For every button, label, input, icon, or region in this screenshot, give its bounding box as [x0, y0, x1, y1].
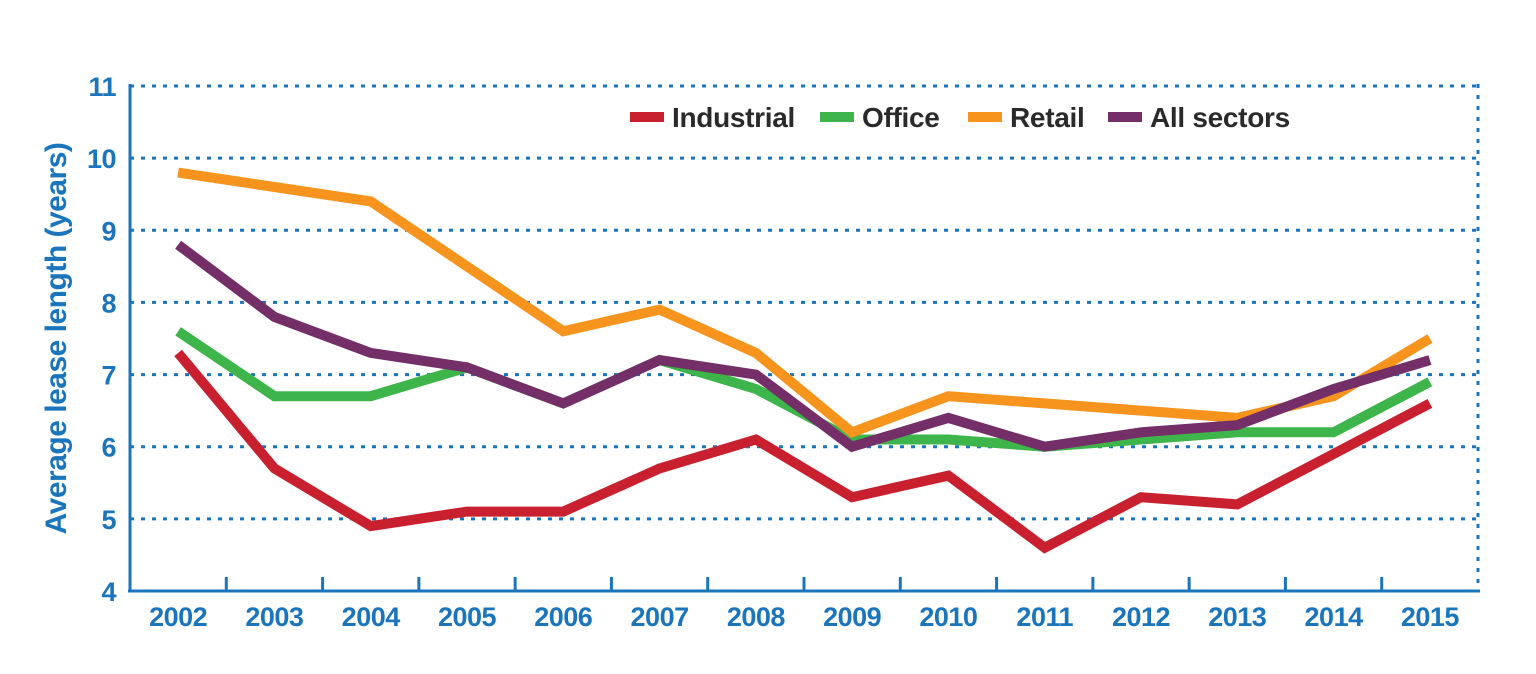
legend-label: All sectors	[1150, 102, 1290, 133]
series-line-all-sectors	[175, 240, 1432, 453]
gridlines	[130, 84, 1478, 521]
x-tick-label: 2008	[727, 602, 786, 632]
x-tick-label: 2004	[342, 602, 401, 632]
legend-item-office[interactable]: Office	[820, 102, 940, 133]
legend-item-industrial[interactable]: Industrial	[630, 102, 795, 133]
legend-item-all-sectors[interactable]: All sectors	[1108, 102, 1290, 133]
x-tick-label: 2015	[1401, 602, 1460, 632]
y-tick-label: 7	[101, 361, 116, 391]
x-tick-label: 2003	[245, 602, 304, 632]
y-tick-label: 8	[101, 288, 116, 318]
y-tick-label: 6	[101, 433, 116, 463]
series-line-retail	[177, 167, 1433, 438]
x-tick-label: 2002	[149, 602, 207, 632]
y-tick-label: 5	[101, 505, 116, 535]
x-tick-label: 2012	[1112, 602, 1170, 632]
x-tick-label: 2010	[919, 602, 977, 632]
x-tick-label: 2014	[1305, 602, 1364, 632]
x-tick-label: 2007	[631, 602, 689, 632]
legend-item-retail[interactable]: Retail	[968, 102, 1085, 133]
x-tick-label: 2006	[534, 602, 593, 632]
y-axis-title: Average lease length (years)	[40, 143, 73, 535]
x-tick-label: 2005	[438, 602, 497, 632]
series-lines	[174, 167, 1433, 554]
series-line-industrial	[174, 349, 1433, 554]
y-tick-label: 11	[88, 72, 116, 102]
x-tick-label: 2009	[823, 602, 882, 632]
axes: 4 5 6 7 8 9 10 11 2002 2003 2004 2005 2006 2007 2008 20…	[87, 72, 1480, 632]
y-tick-label: 4	[101, 577, 116, 607]
x-tick-label: 2013	[1208, 602, 1267, 632]
x-tick-label: 2011	[1016, 602, 1073, 632]
y-tick-label: 10	[87, 144, 116, 174]
legend-label: Office	[862, 102, 940, 133]
legend-label: Industrial	[672, 102, 795, 133]
legend[interactable]: Industrial Office Retail All sectors	[630, 102, 1290, 133]
y-tick-label: 9	[101, 216, 116, 246]
legend-label: Retail	[1010, 102, 1084, 133]
